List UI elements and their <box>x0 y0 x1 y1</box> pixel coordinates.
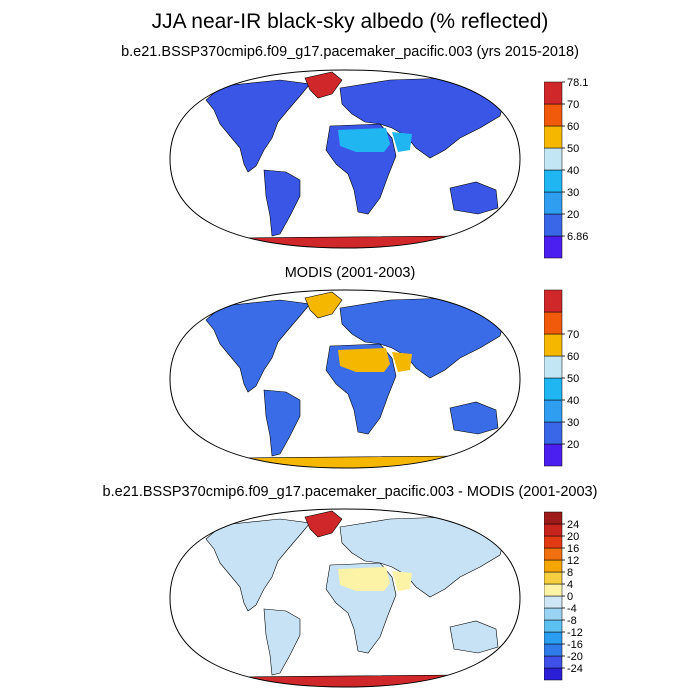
colorbar-tick-label: -4 <box>567 603 577 615</box>
panel-3-subtitle: b.e21.BSSP370cmip6.f09_g17.pacemaker_pac… <box>102 484 598 500</box>
colorbar-swatch <box>544 547 563 561</box>
colorbar-tick-label: 6.86 <box>567 231 588 243</box>
southAmerica-region <box>263 608 301 676</box>
colorbar-tick-label: 30 <box>567 187 579 199</box>
colorbar-swatch <box>544 511 563 525</box>
colorbar-swatch <box>544 607 563 621</box>
colorbar-swatch <box>544 103 563 127</box>
australia-region <box>449 620 499 654</box>
colorbar-tick-label: 50 <box>567 143 579 155</box>
colorbar-tick-label: 12 <box>567 555 579 567</box>
panel-3-colorbar: -24 -20 -16 -12 -8 -4 0 4 8 12 16 20 24 <box>544 506 604 688</box>
colorbar-swatch <box>544 583 563 597</box>
colorbar-tick-label: -16 <box>567 639 583 651</box>
colorbar-tick-label: 20 <box>567 531 579 543</box>
colorbar-tick-label: -8 <box>567 615 577 627</box>
colorbar-tick-label: -24 <box>567 663 583 675</box>
colorbar-swatch <box>544 655 563 669</box>
sahara-region <box>338 348 390 372</box>
colorbar-swatch <box>544 667 563 681</box>
colorbar-tick-label: 30 <box>567 417 579 429</box>
colorbar-tick-label: 0 <box>567 591 573 603</box>
colorbar-tick-label: -20 <box>567 651 583 663</box>
colorbar-tick-label: 20 <box>567 439 579 451</box>
colorbar-tick-label: 60 <box>567 121 579 133</box>
panel-2-colorbar: 20 30 40 50 60 70 <box>544 284 604 474</box>
colorbar-swatch <box>544 595 563 609</box>
colorbar-tick-label: 50 <box>567 373 579 385</box>
colorbar-swatch <box>544 289 563 313</box>
northAmerica-region <box>205 518 311 612</box>
colorbar-tick-label: 40 <box>567 165 579 177</box>
australia-region <box>449 181 499 215</box>
colorbar-swatch <box>544 213 563 237</box>
sahara-region <box>338 567 390 591</box>
colorbar-tick-label: 70 <box>567 99 579 111</box>
colorbar-tick-label: 8 <box>567 567 573 579</box>
colorbar-tick-label: -12 <box>567 627 583 639</box>
panel-3-map <box>169 508 521 688</box>
colorbar-tick-label: 24 <box>567 519 579 531</box>
colorbar-swatch <box>544 443 563 467</box>
panel-2-map <box>169 289 521 469</box>
australia-region <box>449 401 499 435</box>
colorbar-swatch <box>544 235 563 259</box>
colorbar-tick-label: 20 <box>567 209 579 221</box>
colorbar-tick-label: 70 <box>567 329 579 341</box>
colorbar-swatch <box>544 643 563 657</box>
colorbar-swatch <box>544 399 563 423</box>
sahara-region <box>338 128 390 152</box>
southAmerica-region <box>263 389 301 457</box>
colorbar-swatch <box>544 535 563 549</box>
colorbar-swatch <box>544 191 563 215</box>
colorbar-tick-label: 40 <box>567 395 579 407</box>
colorbar-tick-label: 16 <box>567 543 579 555</box>
southAmerica-region <box>263 169 301 237</box>
greenland-region <box>304 510 343 538</box>
arabia-region <box>392 132 412 152</box>
colorbar-swatch <box>544 125 563 149</box>
colorbar-swatch <box>544 571 563 585</box>
colorbar-swatch <box>544 421 563 445</box>
colorbar-swatch <box>544 619 563 633</box>
arabia-region <box>392 352 412 372</box>
colorbar-swatch <box>544 311 563 335</box>
colorbar-swatch <box>544 377 563 401</box>
arabia-region <box>392 571 412 591</box>
colorbar-swatch <box>544 631 563 645</box>
panel-1-subtitle: b.e21.BSSP370cmip6.f09_g17.pacemaker_pac… <box>121 44 579 60</box>
colorbar-swatch <box>544 355 563 379</box>
colorbar-swatch <box>544 523 563 537</box>
colorbar-swatch <box>544 81 563 105</box>
colorbar-tick-label: 4 <box>567 579 573 591</box>
panel-1-colorbar: 6.86 20 30 40 50 60 70 78.1 <box>544 76 604 266</box>
greenland-region <box>304 71 343 99</box>
colorbar-swatch <box>544 333 563 357</box>
northAmerica-region <box>205 79 311 173</box>
figure-title: JJA near-IR black-sky albedo (% reflecte… <box>151 10 549 33</box>
greenland-region <box>304 291 343 319</box>
colorbar-swatch <box>544 559 563 573</box>
panel-1-map <box>169 69 521 249</box>
colorbar-tick-label: 78.1 <box>567 77 588 89</box>
colorbar-swatch <box>544 147 563 171</box>
northAmerica-region <box>205 299 311 393</box>
panel-2-subtitle: MODIS (2001-2003) <box>284 265 416 281</box>
colorbar-swatch <box>544 169 563 193</box>
colorbar-tick-label: 60 <box>567 351 579 363</box>
